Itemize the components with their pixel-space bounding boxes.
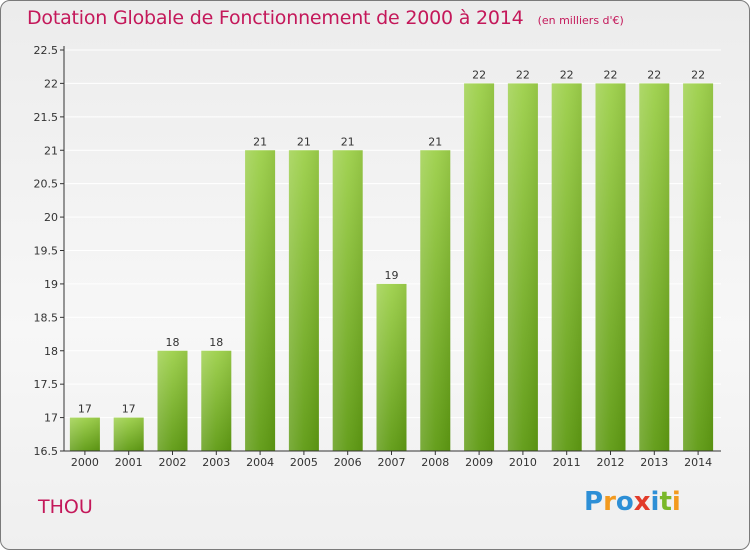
- y-tick-label: 17.5: [34, 378, 59, 391]
- logo-letter: x: [633, 487, 651, 517]
- title-row: Dotation Globale de Fonctionnement de 20…: [27, 7, 624, 29]
- bar-value-label: 22: [472, 68, 486, 81]
- y-tick-label: 22.5: [34, 44, 59, 57]
- bar-value-label: 22: [691, 68, 705, 81]
- x-tick-label: 2010: [509, 456, 537, 469]
- x-tick-label: 2004: [246, 456, 274, 469]
- y-tick-label: 21.5: [34, 111, 59, 124]
- y-tick-label: 18: [44, 345, 58, 358]
- y-tick-label: 19: [44, 278, 58, 291]
- bar-value-label: 21: [253, 135, 267, 148]
- y-tick-label: 20.5: [34, 178, 59, 191]
- logo-letter: t: [659, 487, 672, 517]
- bar-value-label: 21: [341, 135, 355, 148]
- logo-letter: r: [603, 487, 616, 517]
- x-tick-label: 2011: [553, 456, 581, 469]
- x-tick-label: 2000: [71, 456, 99, 469]
- bar-value-label: 17: [122, 403, 136, 416]
- bar-shine: [507, 83, 538, 452]
- x-tick-label: 2006: [334, 456, 362, 469]
- y-tick-label: 18.5: [34, 311, 59, 324]
- bar-shine: [464, 83, 495, 452]
- bar-value-label: 22: [604, 68, 618, 81]
- x-tick-label: 2013: [640, 456, 668, 469]
- commune-name: THOU: [38, 496, 93, 518]
- x-tick-label: 2003: [202, 456, 230, 469]
- bar-shine: [69, 417, 100, 451]
- logo-letter: o: [615, 487, 634, 517]
- bar-value-label: 18: [166, 336, 180, 349]
- proxiti-logo: Proxiti: [584, 487, 681, 517]
- logo-letter: i: [671, 487, 681, 517]
- axes: [60, 46, 721, 455]
- y-tick-label: 20: [44, 211, 58, 224]
- bars: [69, 83, 714, 452]
- chart-unit: (en milliers d'€): [537, 14, 624, 27]
- x-tick-label: 2001: [115, 456, 143, 469]
- x-tick-label: 2012: [597, 456, 625, 469]
- bar-shine: [420, 150, 451, 451]
- bar-shine: [245, 150, 276, 451]
- bar-value-label: 22: [647, 68, 661, 81]
- bar-value-label: 21: [297, 135, 311, 148]
- bar-shine: [201, 350, 232, 451]
- x-tick-label: 2007: [378, 456, 406, 469]
- x-tick-label: 2009: [465, 456, 493, 469]
- bar-shine: [113, 417, 144, 451]
- bar-value-label: 17: [78, 403, 92, 416]
- bar-value-label: 21: [428, 135, 442, 148]
- bar-shine: [639, 83, 670, 452]
- x-tick-label: 2014: [684, 456, 712, 469]
- logo-letter: i: [650, 487, 660, 517]
- x-tick-label: 2008: [421, 456, 449, 469]
- y-tick-label: 17: [44, 412, 58, 425]
- chart-title: Dotation Globale de Fonctionnement de 20…: [27, 7, 524, 29]
- x-tick-label: 2005: [290, 456, 318, 469]
- bar-value-label: 22: [516, 68, 530, 81]
- bar-value-label: 18: [209, 336, 223, 349]
- bar-value-label: 22: [560, 68, 574, 81]
- bar-shine: [332, 150, 363, 451]
- y-tick-label: 16.5: [34, 445, 59, 458]
- y-tick-label: 19.5: [34, 245, 59, 258]
- x-tick-label: 2002: [159, 456, 187, 469]
- logo-letter: P: [584, 487, 604, 517]
- bar-shine: [551, 83, 582, 452]
- bar-shine: [157, 350, 188, 451]
- bar-shine: [288, 150, 319, 451]
- bar-shine: [683, 83, 714, 452]
- bar-value-label: 19: [385, 269, 399, 282]
- bar-shine: [376, 283, 407, 451]
- y-tick-label: 21: [44, 144, 58, 157]
- labels: 16.5 17 17.5 18 18.5 19 19.5 20 20.5 21 21.5 22 22.5…: [34, 44, 713, 469]
- y-tick-label: 22: [44, 77, 58, 90]
- bar-shine: [595, 83, 626, 452]
